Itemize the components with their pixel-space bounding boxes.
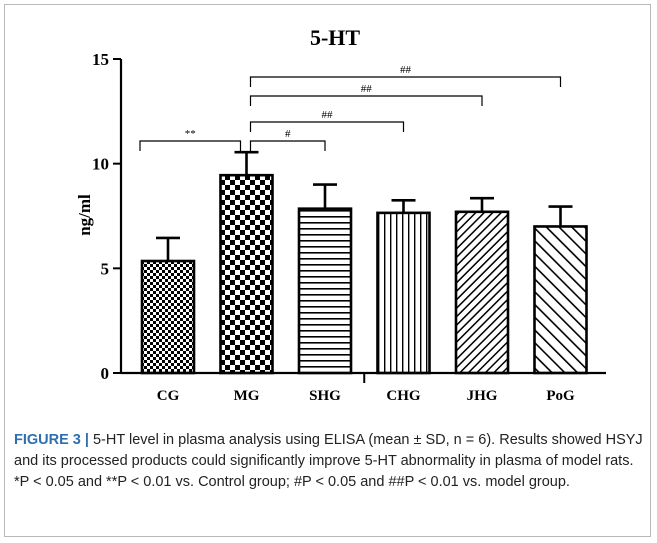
y-ticks-group: 0 5 10 15 — [92, 50, 366, 383]
y-tick-label: 5 — [101, 259, 110, 278]
significance-label: ## — [322, 109, 334, 121]
x-tick-label-cg: CG — [157, 388, 180, 404]
bar-chg — [376, 211, 431, 375]
bar-shg — [297, 207, 353, 375]
significance-label: ## — [400, 64, 412, 76]
bar-jhg — [454, 210, 510, 375]
chart-title: 5-HT — [310, 25, 360, 50]
significance-label: # — [285, 128, 291, 140]
x-tick-label-mg: MG — [234, 388, 260, 404]
y-axis-label: ng/ml — [75, 194, 94, 236]
bar-cg — [140, 259, 196, 375]
significance-bracket — [139, 140, 242, 151]
x-tick-label-shg: SHG — [309, 388, 341, 404]
significance-bracket — [249, 121, 405, 132]
x-tick-label-chg: CHG — [386, 388, 421, 404]
bars-group — [140, 173, 588, 375]
bar-mg — [219, 173, 274, 375]
significance-bracket — [249, 76, 562, 87]
caption-text: 5-HT level in plasma analysis using ELIS… — [14, 432, 643, 490]
significance-brackets: ** ####### — [139, 64, 562, 151]
x-tick-label-pog: PoG — [546, 388, 575, 404]
significance-bracket — [249, 140, 326, 151]
y-tick-label: 15 — [92, 50, 109, 69]
y-tick-label: 0 — [101, 364, 110, 383]
significance-bracket — [249, 95, 483, 106]
caption-label: FIGURE 3 | — [14, 432, 89, 448]
y-tick-label: 10 — [92, 155, 109, 174]
significance-label: ## — [361, 83, 373, 95]
bar-pog — [533, 225, 588, 375]
significance-label: ** — [185, 128, 196, 140]
x-tick-label-jhg: JHG — [467, 388, 498, 404]
figure-caption: FIGURE 3 | 5-HT level in plasma analysis… — [14, 430, 644, 493]
x-tick-labels-group: CG MG SHG CHG JHG PoG — [157, 388, 575, 404]
error-bars-group — [156, 150, 573, 262]
